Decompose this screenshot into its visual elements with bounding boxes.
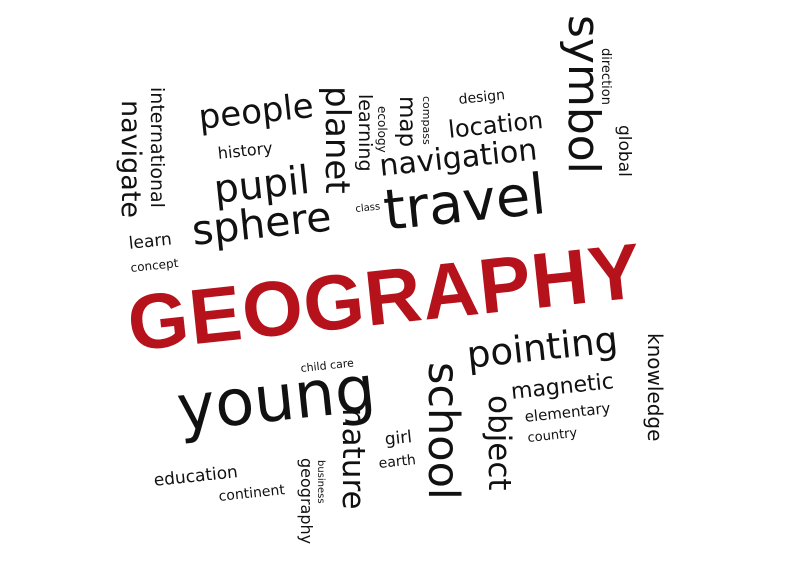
word-international: international <box>146 87 168 208</box>
word-school: school <box>418 362 468 500</box>
word-continent: continent <box>217 482 286 505</box>
word-travel: travel <box>380 162 549 244</box>
word-compass: compass <box>420 96 433 145</box>
word-direction: direction <box>598 48 613 105</box>
word-education: education <box>152 462 239 491</box>
word-history: history <box>216 138 274 163</box>
word-navigate: navigate <box>115 100 146 219</box>
word-magnetic: magnetic <box>509 369 616 405</box>
word-people: people <box>196 85 316 138</box>
word-global: global <box>614 125 634 177</box>
word-girl: girl <box>383 427 413 450</box>
word-country: country <box>526 425 578 446</box>
word-map: map <box>394 96 420 148</box>
word-sphere: sphere <box>189 192 334 255</box>
word-learning: learning <box>354 94 376 172</box>
word-learn: learn <box>127 229 173 254</box>
word-nature: nature <box>335 408 371 510</box>
word-planet: planet <box>317 86 357 194</box>
word-elementary: elementary <box>523 399 612 426</box>
word-business: business <box>315 460 326 504</box>
word-knowledge: knowledge <box>643 333 667 442</box>
word-ecology: ecology <box>375 106 389 153</box>
word-earth: earth <box>377 452 417 472</box>
word-design: design <box>457 87 506 108</box>
word-geography-small: geography <box>297 458 316 545</box>
word-class: class <box>354 201 381 215</box>
word-object: object <box>481 395 517 491</box>
word-concept: concept <box>129 256 179 275</box>
